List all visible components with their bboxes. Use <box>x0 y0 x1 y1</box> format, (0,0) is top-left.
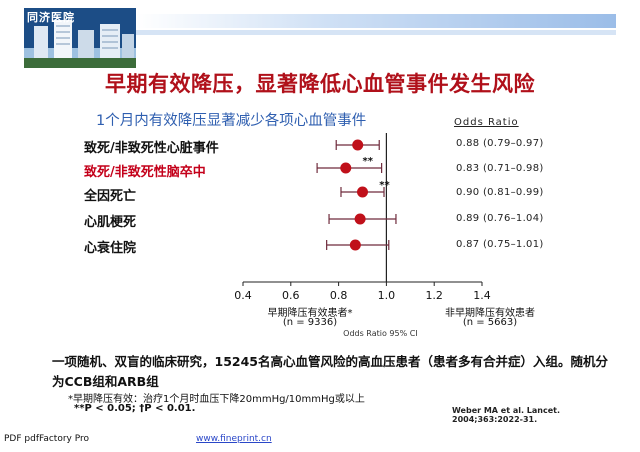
row-label-cardiac: 致死/非致死性心脏事件 <box>84 141 219 156</box>
group-left-n: (n = 9336) <box>282 317 338 328</box>
group-right-label: 非早期降压有效患者 <box>445 308 535 319</box>
point-estimate-0 <box>352 139 364 151</box>
x-tick-label-5: 1.4 <box>473 289 491 302</box>
significance-mark-1: ** <box>363 156 374 167</box>
row-label-mi: 心肌梗死 <box>84 215 137 230</box>
group-right-n: (n = 5663) <box>462 317 518 328</box>
group-left-label: 早期降压有效患者* <box>267 308 353 319</box>
x-tick-label-2: 0.8 <box>330 289 348 302</box>
footnote-significance: **P < 0.05; †P < 0.01. <box>74 403 196 414</box>
ci-text-all-cause-death: 0.90 (0.81–0.99) <box>456 187 544 198</box>
point-estimate-2 <box>357 186 368 198</box>
header-band-thin <box>136 30 616 35</box>
ci-text-cardiac: 0.88 (0.79–0.97) <box>456 138 544 149</box>
fineprint-link[interactable]: www.fineprint.cn <box>196 434 272 444</box>
row-label-stroke: 致死/非致死性脑卒中 <box>84 165 206 180</box>
ci-text-stroke: 0.83 (0.71–0.98) <box>456 163 544 174</box>
hospital-building-icon <box>24 8 136 68</box>
point-estimate-1 <box>340 162 352 174</box>
axis-title: Odds Ratio 95% CI <box>343 329 418 338</box>
row-label-all-cause-death: 全因死亡 <box>84 189 137 204</box>
reference-citation: Weber MA et al. Lancet. 2004;363:2022-31… <box>452 406 561 424</box>
point-estimate-3 <box>354 213 366 225</box>
x-tick-label-0: 0.4 <box>234 289 252 302</box>
logo-text: 同济医院 <box>27 11 75 24</box>
forest-plot: 0.4 0.6 0.8 1.0 1.2 1.4 Odds Ratio 95% CI ** ** <box>234 133 491 338</box>
study-description: 一项随机、双盲的临床研究，15245名高心血管风险的高血压患者（患者多有合并症）… <box>52 354 608 389</box>
significance-mark-2: ** <box>379 180 390 191</box>
hospital-logo: 同济医院 <box>24 8 136 68</box>
pdf-factory-label: PDF pdfFactory Pro <box>4 434 90 444</box>
x-tick-label-4: 1.2 <box>425 289 443 302</box>
row-label-heart-failure: 心衰住院 <box>84 241 137 256</box>
slide: 同济医院 早期有效降压，显著降低心血管事件发生风险 1个月内有效降压显著减少各项… <box>24 8 616 428</box>
slide-title: 早期有效降压，显著降低心血管事件发生风险 <box>105 72 535 96</box>
header-band <box>136 14 616 28</box>
ci-text-mi: 0.89 (0.76–1.04) <box>456 213 544 224</box>
x-tick-label-1: 0.6 <box>282 289 300 302</box>
x-tick-label-3: 1.0 <box>378 289 396 302</box>
point-estimate-4 <box>349 239 361 251</box>
ci-text-heart-failure: 0.87 (0.75–1.01) <box>456 239 544 250</box>
slide-subtitle: 1个月内有效降压显著减少各项心血管事件 <box>96 113 367 129</box>
odds-ratio-header: Odds Ratio <box>454 117 519 128</box>
footnote-definition: *早期降压有效：治疗1个月时血压下降20mmHg/10mmHg或以上 <box>68 394 365 405</box>
